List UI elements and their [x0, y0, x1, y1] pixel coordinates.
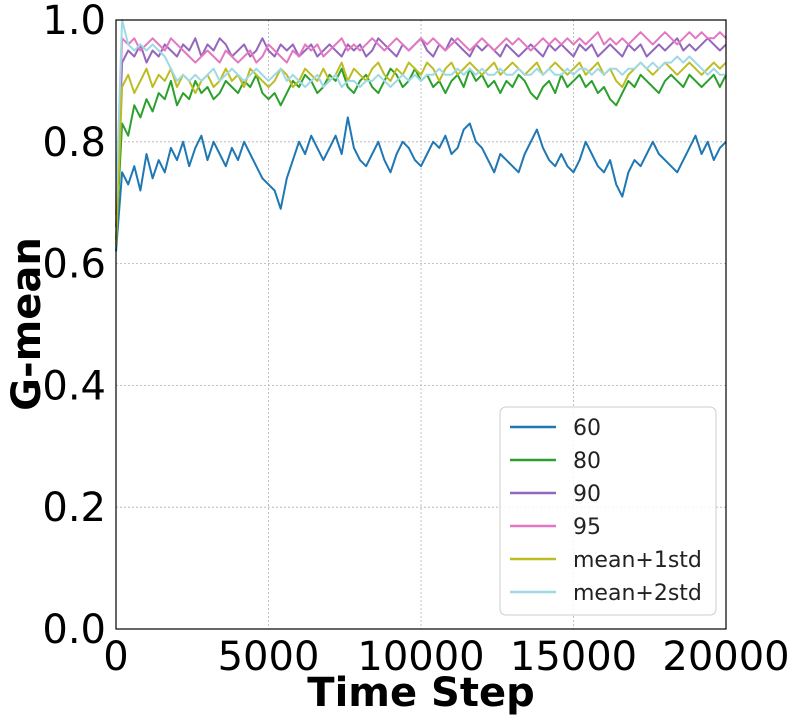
legend-label: mean+2std	[573, 581, 702, 606]
y-tick-label: 1.0	[42, 0, 106, 44]
x-tick-label: 0	[103, 634, 128, 680]
plot-frame	[115, 19, 727, 630]
x-axis-title: Time Step	[307, 670, 534, 716]
plot-lines	[115, 19, 727, 252]
legend-label: mean+1std	[573, 548, 702, 573]
x-tick-label: 15000	[510, 634, 637, 680]
y-axis-title: G-mean	[4, 237, 50, 411]
series-line-mean-2std	[115, 19, 726, 203]
legend-label: 80	[573, 449, 601, 474]
x-tick-label: 20000	[662, 634, 789, 680]
series-line-95	[115, 31, 727, 215]
legend-label: 90	[573, 482, 601, 507]
grid	[116, 20, 726, 629]
series-line-60	[115, 116, 727, 252]
y-tick-label: 0.0	[42, 607, 106, 653]
legend: 60 80 90 95 mean+1std mean+2std	[499, 406, 717, 616]
y-tick-label: 0.2	[42, 485, 106, 531]
y-tick-label: 0.4	[42, 363, 106, 409]
axis-ticks: 0 5000 10000 15000 20000 0.0 0.2 0.4 0.6 0.8 1.0	[42, 0, 789, 680]
y-tick-label: 0.6	[42, 242, 106, 288]
legend-label: 60	[573, 416, 601, 441]
series-line-mean-1std	[115, 61, 727, 246]
legend-label: 95	[573, 515, 601, 540]
x-tick-label: 10000	[357, 634, 484, 680]
x-tick-label: 5000	[218, 634, 320, 680]
y-tick-label: 0.8	[42, 120, 106, 166]
